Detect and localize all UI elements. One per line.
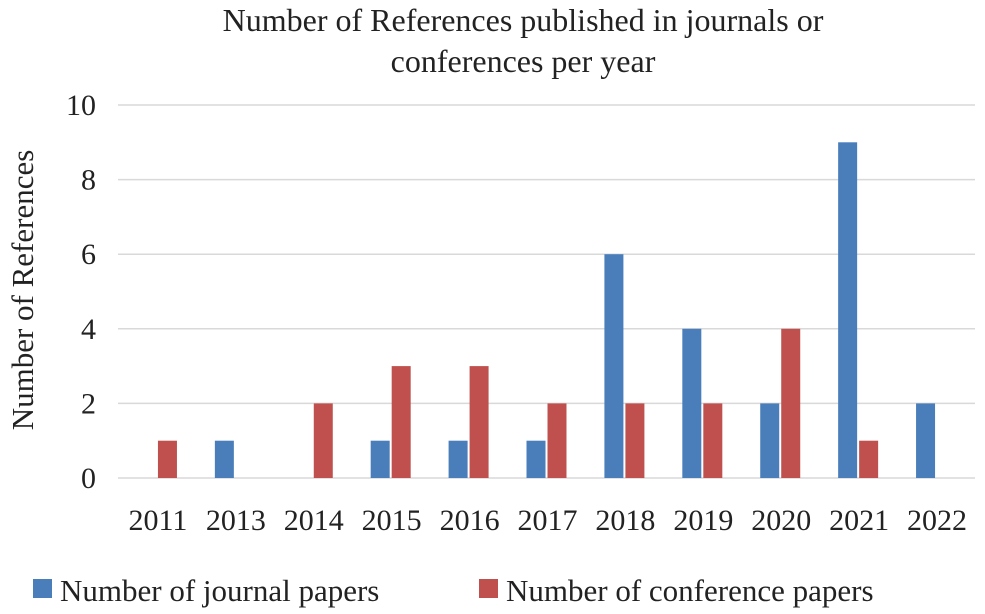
bar-conference-2018 <box>625 403 645 478</box>
y-axis-label: Number of References <box>5 150 40 431</box>
x-axis-ticks: 2011 2013 2014 2015 2016 2017 2018 2019 2020 2021… <box>129 504 968 537</box>
chart-title-line-1: Number of References published in journa… <box>223 2 824 38</box>
x-tick-label-2018: 2018 <box>595 504 655 537</box>
bar-journal-2015 <box>370 440 390 478</box>
legend-swatch-conference <box>479 579 498 598</box>
bar-conference-2017 <box>547 403 567 478</box>
y-tick-label-10: 10 <box>66 89 96 122</box>
bar-conference-2020 <box>781 328 801 478</box>
y-tick-label-6: 6 <box>81 238 96 271</box>
x-tick-label-2014: 2014 <box>284 504 344 537</box>
bar-conference-2021 <box>859 440 879 478</box>
y-tick-label-4: 4 <box>81 313 96 346</box>
x-tick-label-2015: 2015 <box>362 504 422 537</box>
bar-conference-2014 <box>313 403 333 478</box>
x-tick-label-2017: 2017 <box>518 504 578 537</box>
legend-swatch-journal <box>33 579 52 598</box>
x-tick-label-2022: 2022 <box>907 504 967 537</box>
x-tick-label-2021: 2021 <box>829 504 889 537</box>
legend-label-conference: Number of conference papers <box>506 573 874 608</box>
bar-journal-2018 <box>604 254 624 478</box>
y-tick-label-2: 2 <box>81 387 96 420</box>
bar-journal-2013 <box>214 440 234 478</box>
x-tick-label-2013: 2013 <box>206 504 266 537</box>
bar-conference-2011 <box>157 440 177 478</box>
gridlines <box>118 104 975 479</box>
y-tick-label-0: 0 <box>81 462 96 495</box>
bar-journal-2017 <box>526 440 546 478</box>
bar-conference-2015 <box>391 366 411 478</box>
bars <box>157 142 936 479</box>
x-tick-label-2019: 2019 <box>673 504 733 537</box>
bar-journal-2022 <box>916 403 936 478</box>
y-axis-ticks: 0 2 4 6 8 10 <box>66 89 96 495</box>
legend: Number of journal papers Number of confe… <box>33 573 874 608</box>
legend-label-journal: Number of journal papers <box>60 573 379 608</box>
bar-journal-2019 <box>682 328 702 478</box>
bar-journal-2016 <box>448 440 468 478</box>
x-tick-label-2020: 2020 <box>751 504 811 537</box>
chart-title-line-2: conferences per year <box>391 43 656 79</box>
bar-conference-2019 <box>703 403 723 478</box>
y-tick-label-8: 8 <box>81 164 96 197</box>
bar-journal-2021 <box>838 142 858 479</box>
bar-journal-2020 <box>760 403 780 478</box>
x-tick-label-2011: 2011 <box>129 504 188 537</box>
bar-conference-2016 <box>469 366 489 478</box>
x-tick-label-2016: 2016 <box>440 504 500 537</box>
